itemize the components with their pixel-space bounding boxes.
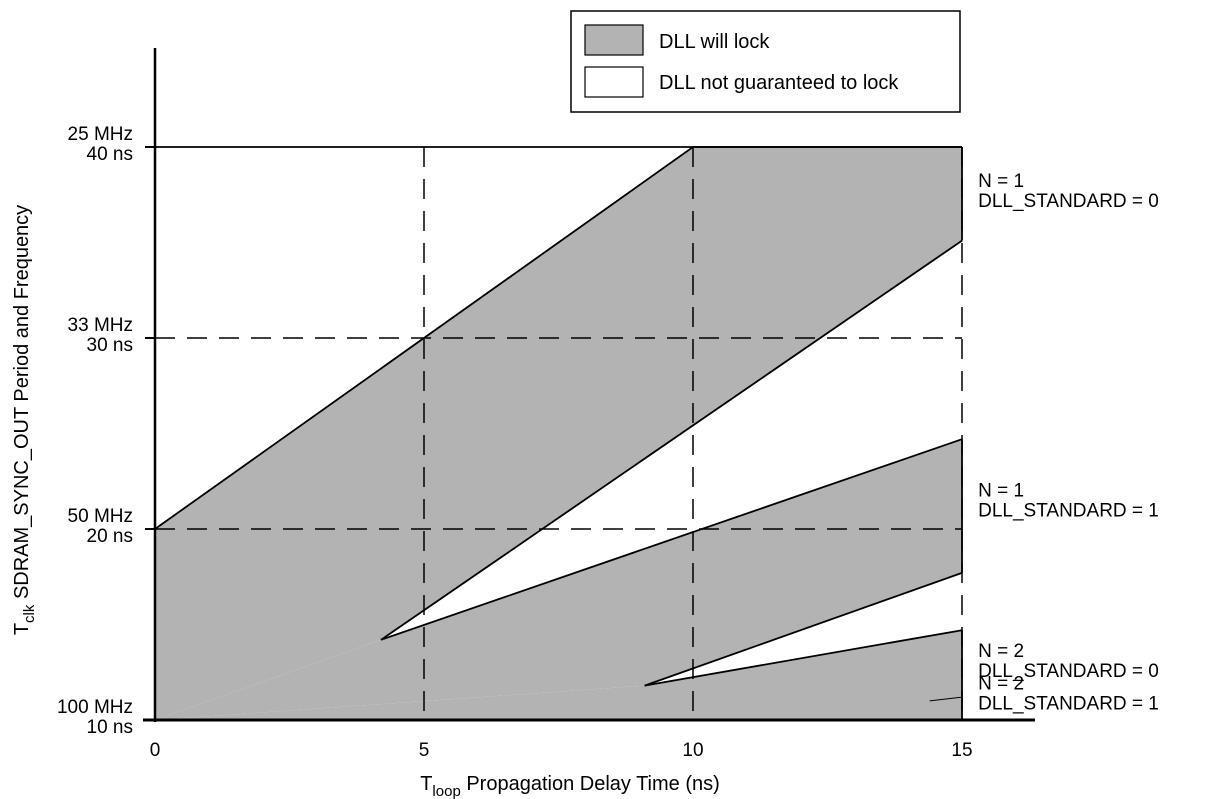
n1-std1-label: N = 1 DLL_STANDARD = 1 [978, 481, 1159, 522]
y-axis-title-rest: SDRAM_SYNC_OUT Period and Frequency [11, 205, 33, 605]
legend-swatch-not-guaranteed [584, 66, 644, 98]
n1-std1-upper-bound [380, 438, 963, 641]
n1-std0-label: N = 1 DLL_STANDARD = 0 [978, 171, 1159, 212]
n2-std1-label-line-1: N = 2 [978, 673, 1024, 694]
x-axis-title-rest: Propagation Delay Time (ns) [461, 773, 720, 795]
n1-std0-label-line-2: DLL_STANDARD = 0 [978, 191, 1159, 212]
x-tick-label-10: 10 [682, 740, 703, 761]
x-tick-label-15: 15 [951, 740, 972, 761]
y-tick-period-10: 10 ns [87, 717, 133, 738]
n2-std1-label: N = 2 DLL_STANDARD = 1 [978, 673, 1159, 714]
n2-std1-leader-line [929, 696, 963, 702]
n1-std1-label-line-1: N = 1 [978, 481, 1024, 502]
x-axis-title: Tloop Propagation Delay Time (ns) [420, 773, 720, 799]
legend-label-not-guaranteed: DLL not guaranteed to lock [659, 72, 899, 94]
n1-std0-label-line-1: N = 1 [978, 171, 1024, 192]
n2-std0-label-line-1: N = 2 [978, 641, 1024, 662]
n2-std0-label-line-2: DLL_STANDARD = 0 [978, 661, 1159, 682]
y-tick-period-20: 20 ns [87, 526, 133, 547]
n1-std1-label-line-2: DLL_STANDARD = 1 [978, 501, 1159, 522]
legend-swatch-lock [584, 24, 644, 56]
y-axis-title-subscript: clk [21, 604, 38, 623]
n1-std1-lower-bound [644, 572, 963, 687]
n1-std0-lower-bound [380, 239, 963, 641]
y-tick-period-30: 30 ns [87, 335, 133, 356]
y-tick-freq-30: 33 MHz [68, 315, 133, 336]
legend-label-lock: DLL will lock [659, 31, 770, 53]
notes-layer: N = 1 DLL_STANDARD = 0N = 1 DLL_STANDARD =… [978, 171, 1159, 714]
x-tick-label-0: 0 [150, 740, 161, 761]
lock-region-n2 [155, 630, 962, 720]
y-tick-freq-10: 100 MHz [57, 697, 133, 718]
lock-region-n1-std0 [155, 147, 962, 720]
axes-layer [143, 48, 1035, 722]
x-axis-title-subscript: loop [432, 783, 460, 799]
legend: DLL will lock DLL not guaranteed to lock [570, 10, 961, 113]
y-tick-freq-40: 25 MHz [68, 124, 133, 145]
y-tick-period-40: 40 ns [87, 144, 133, 165]
x-axis-title-main: T [420, 773, 432, 795]
n2-std0-upper-bound [644, 629, 963, 687]
grid-layer [155, 147, 963, 720]
y-tick-freq-20: 50 MHz [68, 506, 133, 527]
n2-std0-label: N = 2 DLL_STANDARD = 0 [978, 641, 1159, 682]
y-axis-title: Tclk SDRAM_SYNC_OUT Period and Frequency [11, 205, 38, 635]
y-axis-title-main: T [11, 623, 33, 635]
n2-std1-label-line-2: DLL_STANDARD = 1 [978, 693, 1159, 714]
x-tick-label-5: 5 [419, 740, 430, 761]
regions-layer [155, 147, 962, 720]
